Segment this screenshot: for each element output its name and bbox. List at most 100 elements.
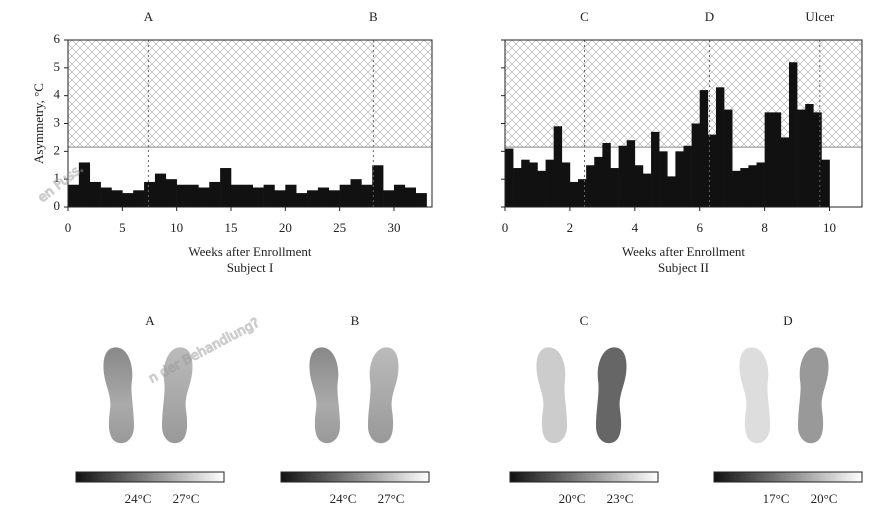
- bar: [220, 168, 231, 207]
- bar: [700, 90, 708, 207]
- bar: [101, 188, 112, 207]
- colorbar: [281, 472, 429, 482]
- bar: [732, 171, 740, 207]
- bar: [513, 168, 521, 207]
- bar: [570, 182, 578, 207]
- figure: AB0123456051015202530Weeks after Enrollm…: [0, 0, 877, 515]
- bar: [692, 124, 700, 208]
- marker-label: D: [705, 9, 714, 24]
- colorbar: [510, 472, 658, 482]
- bar: [684, 146, 692, 207]
- panel-label: B: [351, 313, 360, 328]
- bar: [253, 188, 264, 207]
- bar: [578, 179, 586, 207]
- bar: [805, 104, 813, 207]
- colorbar: [714, 472, 862, 482]
- bar: [198, 188, 209, 207]
- colorbar-label: 27°C: [378, 491, 405, 506]
- bar: [627, 140, 635, 207]
- watermark: n der Behandlung?: [146, 316, 262, 387]
- bar: [635, 165, 643, 207]
- panel-label: C: [580, 313, 589, 328]
- bar: [122, 193, 133, 207]
- bar: [329, 190, 340, 207]
- colorbar-label: 23°C: [607, 491, 634, 506]
- bar: [748, 165, 756, 207]
- bar: [610, 168, 618, 207]
- subtitle: Subject I: [227, 260, 274, 275]
- bar: [757, 162, 765, 207]
- bar: [133, 190, 144, 207]
- bar: [231, 185, 242, 207]
- x-tick-label: 4: [632, 220, 639, 235]
- bar: [797, 110, 805, 207]
- bar: [765, 112, 773, 207]
- bar: [318, 188, 329, 207]
- bar: [821, 160, 829, 207]
- x-tick-label: 30: [387, 220, 400, 235]
- colorbar-label: 24°C: [125, 491, 152, 506]
- panel-label: A: [145, 313, 155, 328]
- bar: [285, 185, 296, 207]
- bar: [537, 171, 545, 207]
- colorbar: [76, 472, 224, 482]
- foot-image: [596, 347, 627, 443]
- bar: [90, 182, 101, 207]
- bar: [144, 182, 155, 207]
- colorbar-label: 24°C: [330, 491, 357, 506]
- bar: [675, 151, 683, 207]
- marker-label: B: [369, 9, 378, 24]
- bar: [594, 157, 602, 207]
- bar: [264, 185, 275, 207]
- y-tick-label: 3: [54, 114, 61, 129]
- y-tick-label: 5: [54, 59, 61, 74]
- bar: [111, 190, 122, 207]
- x-tick-label: 20: [279, 220, 292, 235]
- bar: [188, 185, 199, 207]
- bar: [813, 112, 821, 207]
- bar: [68, 185, 79, 207]
- bar: [521, 160, 529, 207]
- bar: [177, 185, 188, 207]
- x-axis-label: Weeks after Enrollment: [622, 244, 746, 259]
- bar: [405, 188, 416, 207]
- foot-image: [536, 347, 567, 443]
- x-tick-label: 8: [761, 220, 768, 235]
- y-tick-label: 4: [54, 87, 61, 102]
- bar: [242, 185, 253, 207]
- bar: [740, 168, 748, 207]
- x-tick-label: 10: [823, 220, 836, 235]
- thermal-images: [103, 347, 828, 443]
- bar: [789, 62, 797, 207]
- bar: [643, 174, 651, 207]
- bar: [416, 193, 427, 207]
- x-tick-label: 10: [170, 220, 183, 235]
- x-tick-label: 25: [333, 220, 346, 235]
- bar: [781, 137, 789, 207]
- x-tick-label: 0: [502, 220, 509, 235]
- bar: [296, 193, 307, 207]
- bar: [773, 112, 781, 207]
- bar: [546, 160, 554, 207]
- y-tick-label: 6: [54, 31, 61, 46]
- panel-label: D: [783, 313, 792, 328]
- colorbar-label: 20°C: [811, 491, 838, 506]
- marker-label: Ulcer: [805, 9, 835, 24]
- foot-image: [739, 347, 770, 443]
- y-axis-label: Asymmetry, °C: [31, 83, 46, 164]
- bar: [209, 182, 220, 207]
- bar: [155, 174, 166, 207]
- threshold-region: [68, 40, 432, 147]
- bar: [372, 165, 383, 207]
- colorbar-label: 27°C: [173, 491, 200, 506]
- bar: [554, 126, 562, 207]
- foot-image: [368, 347, 399, 443]
- bar: [724, 110, 732, 207]
- bar: [351, 179, 362, 207]
- subtitle: Subject II: [658, 260, 709, 275]
- bar: [602, 143, 610, 207]
- foot-image: [798, 347, 829, 443]
- bar: [340, 185, 351, 207]
- foot-image: [309, 347, 340, 443]
- y-tick-label: 0: [54, 198, 61, 213]
